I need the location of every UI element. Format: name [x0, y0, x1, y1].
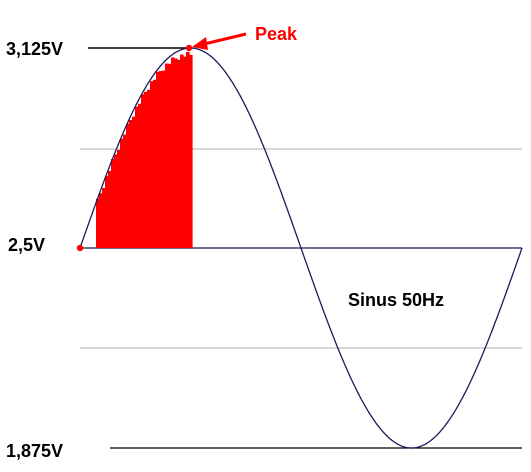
sample-bar — [159, 70, 163, 249]
peak-arrow-line — [199, 32, 247, 47]
sample-bar — [180, 54, 184, 248]
peak-point-dot — [185, 44, 193, 52]
sample-bar — [135, 106, 139, 248]
vmax-label: 3,125V — [6, 39, 63, 59]
sample-bar — [114, 154, 118, 248]
sample-bar — [123, 134, 127, 248]
sample-bar — [105, 175, 109, 248]
sine-wave-curve — [79, 47, 523, 449]
sample-bar — [138, 103, 142, 248]
sample-bar — [120, 138, 124, 248]
sample-bar — [96, 198, 100, 248]
peak-arrow-head — [192, 37, 208, 50]
sample-bar — [129, 120, 133, 248]
sample-bar — [165, 63, 169, 248]
sample-bar — [162, 70, 166, 248]
sample-bar — [168, 63, 172, 248]
sample-bar — [126, 123, 130, 248]
sample-bar — [108, 170, 112, 248]
sample-bar — [117, 149, 121, 248]
sample-bar — [189, 54, 193, 248]
vmin-label: 1,875V — [6, 441, 63, 461]
sampled-area-fill — [96, 52, 193, 249]
sample-bar — [171, 57, 175, 249]
sample-bar — [99, 193, 103, 248]
sample-bar — [141, 94, 145, 248]
sample-bar — [186, 52, 190, 248]
sample-bar — [132, 116, 136, 249]
sample-bar — [111, 159, 115, 248]
sample-bar — [156, 71, 160, 248]
sample-bar — [144, 91, 148, 248]
peak-label: Peak — [255, 24, 298, 44]
sample-bar — [183, 56, 187, 248]
signal-label: Sinus 50Hz — [348, 290, 444, 310]
sample-bar — [147, 89, 151, 248]
sample-bar — [153, 79, 157, 249]
sample-bar — [102, 188, 106, 248]
sample-bar — [177, 59, 181, 248]
sample-bar — [150, 81, 154, 249]
sample-bar — [174, 58, 178, 248]
vmid-label: 2,5V — [8, 235, 45, 255]
start-point-dot — [76, 244, 84, 252]
